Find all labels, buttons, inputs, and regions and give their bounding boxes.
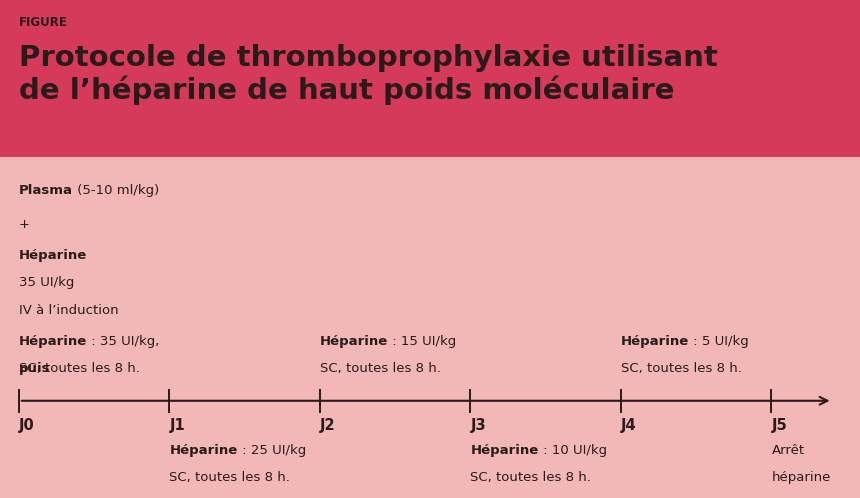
Text: puis: puis <box>19 362 51 374</box>
Text: : 25 UI/kg: : 25 UI/kg <box>237 444 306 457</box>
Text: J0: J0 <box>19 418 34 433</box>
Text: J5: J5 <box>771 418 787 433</box>
Text: SC, toutes les 8 h.: SC, toutes les 8 h. <box>621 363 742 375</box>
Text: 35 UI/kg: 35 UI/kg <box>19 276 74 289</box>
Text: +: + <box>19 218 30 231</box>
Text: Plasma: Plasma <box>19 184 73 197</box>
Text: SC, toutes les 8 h.: SC, toutes les 8 h. <box>470 472 592 485</box>
Text: Arrêt: Arrêt <box>771 444 805 457</box>
Text: Protocole de thromboprophylaxie utilisant
de l’héparine de haut poids moléculair: Protocole de thromboprophylaxie utilisan… <box>19 44 717 105</box>
Text: héparine: héparine <box>771 472 831 485</box>
Text: Héparine: Héparine <box>19 335 87 348</box>
Text: J2: J2 <box>320 418 335 433</box>
Text: : 5 UI/kg: : 5 UI/kg <box>689 335 749 348</box>
Text: Héparine: Héparine <box>19 249 87 262</box>
Text: Héparine: Héparine <box>621 335 689 348</box>
Text: : 15 UI/kg: : 15 UI/kg <box>388 335 457 348</box>
Text: (5-10 ml/kg): (5-10 ml/kg) <box>73 184 159 197</box>
Text: J3: J3 <box>470 418 486 433</box>
Text: J1: J1 <box>169 418 185 433</box>
Text: SC, toutes les 8 h.: SC, toutes les 8 h. <box>19 363 140 375</box>
Text: J4: J4 <box>621 418 636 433</box>
Text: SC, toutes les 8 h.: SC, toutes les 8 h. <box>169 472 291 485</box>
Text: FIGURE: FIGURE <box>19 15 68 29</box>
Text: SC, toutes les 8 h.: SC, toutes les 8 h. <box>320 363 441 375</box>
Text: Héparine: Héparine <box>470 444 538 457</box>
Text: : 10 UI/kg: : 10 UI/kg <box>538 444 607 457</box>
Text: : 35 UI/kg,: : 35 UI/kg, <box>87 335 160 348</box>
Text: Héparine: Héparine <box>320 335 388 348</box>
Text: Héparine: Héparine <box>169 444 237 457</box>
Text: IV à l’induction: IV à l’induction <box>19 304 119 317</box>
